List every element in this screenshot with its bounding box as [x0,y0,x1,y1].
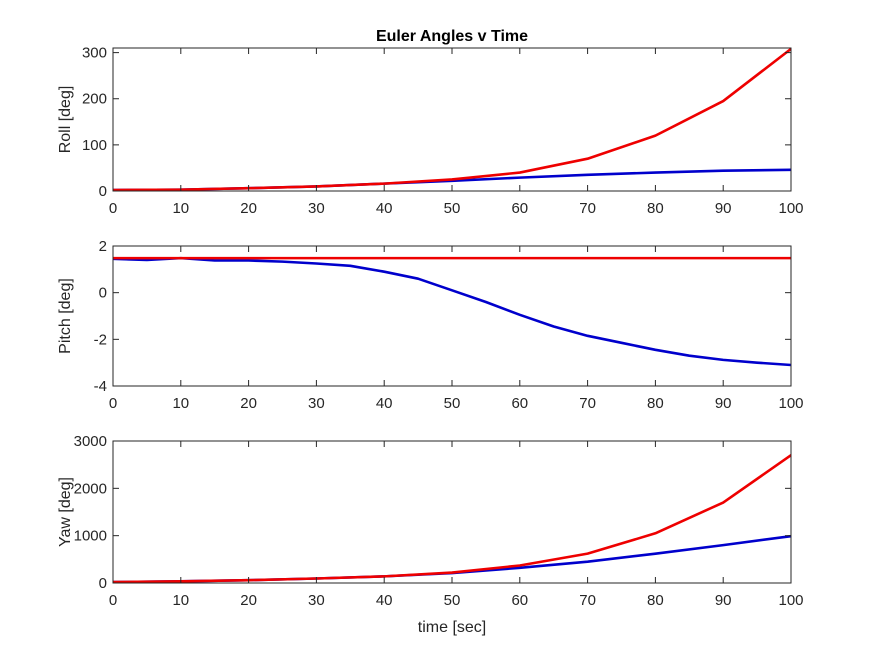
yaw-x-tick-label: 90 [715,592,732,609]
roll-y-tick-label: 100 [82,137,107,154]
yaw-y-axis-title: Yaw [deg] [57,477,74,547]
pitch-x-tick-label: 30 [308,395,325,412]
pitch-x-tick-label: 100 [778,395,803,412]
pitch-subplot: 0 10 20 30 40 50 60 70 80 90 100 -4 -2 0 2 Pitch [deg] [57,238,804,412]
yaw-x-tick-label: 10 [172,592,189,609]
yaw-x-tick-label: 40 [376,592,393,609]
yaw-y-tick-label: 3000 [74,433,107,450]
roll-x-tick-label: 10 [172,200,189,217]
yaw-x-tick-label: 100 [778,592,803,609]
yaw-y-tick-label: 2000 [74,480,107,497]
roll-x-tick-label: 60 [511,200,528,217]
pitch-x-tick-label: 80 [647,395,664,412]
pitch-y-tick-label: -2 [94,331,107,348]
roll-x-tick-label: 50 [444,200,461,217]
yaw-x-tick-label: 0 [109,592,117,609]
pitch-series-1-line [113,256,791,367]
pitch-x-tick-label: 0 [109,395,117,412]
roll-x-tick-label: 100 [778,200,803,217]
yaw-x-tick-label: 60 [511,592,528,609]
yaw-y-tick-label: 1000 [74,528,107,545]
yaw-x-tick-label: 70 [579,592,596,609]
roll-subplot: 0 10 20 30 40 50 60 70 80 90 100 0 100 200 300 Roll [de… [57,45,804,217]
roll-y-tick-label: 0 [99,183,107,200]
pitch-y-axis-title: Pitch [deg] [57,278,74,354]
pitch-y-tick-label: 2 [99,238,107,255]
roll-y-tick-label: 300 [82,45,107,62]
pitch-x-tick-label: 20 [240,395,257,412]
roll-x-tick-label: 40 [376,200,393,217]
roll-x-tick-label: 30 [308,200,325,217]
roll-y-axis-title: Roll [deg] [57,86,74,154]
yaw-x-tick-label: 80 [647,592,664,609]
roll-series-2-line [113,47,791,192]
yaw-y-tick-label: 0 [99,575,107,592]
roll-y-tick-label: 200 [82,91,107,108]
pitch-x-tick-label: 70 [579,395,596,412]
pitch-y-tick-label: 0 [99,285,107,302]
roll-x-tick-label: 0 [109,200,117,217]
yaw-series-2-line [113,453,791,584]
pitch-y-tick-label: -4 [94,378,107,395]
yaw-x-tick-label: 30 [308,592,325,609]
pitch-x-tick-label: 40 [376,395,393,412]
pitch-x-tick-label: 90 [715,395,732,412]
pitch-x-tick-label: 60 [511,395,528,412]
pitch-x-tick-label: 10 [172,395,189,412]
roll-x-tick-label: 80 [647,200,664,217]
yaw-x-tick-label: 50 [444,592,461,609]
roll-x-tick-label: 70 [579,200,596,217]
roll-x-tick-label: 90 [715,200,732,217]
yaw-x-tick-label: 20 [240,592,257,609]
figure-title: Euler Angles v Time [376,28,528,45]
pitch-x-tick-label: 50 [444,395,461,412]
x-axis-title: time [sec] [418,619,486,636]
roll-x-tick-label: 20 [240,200,257,217]
